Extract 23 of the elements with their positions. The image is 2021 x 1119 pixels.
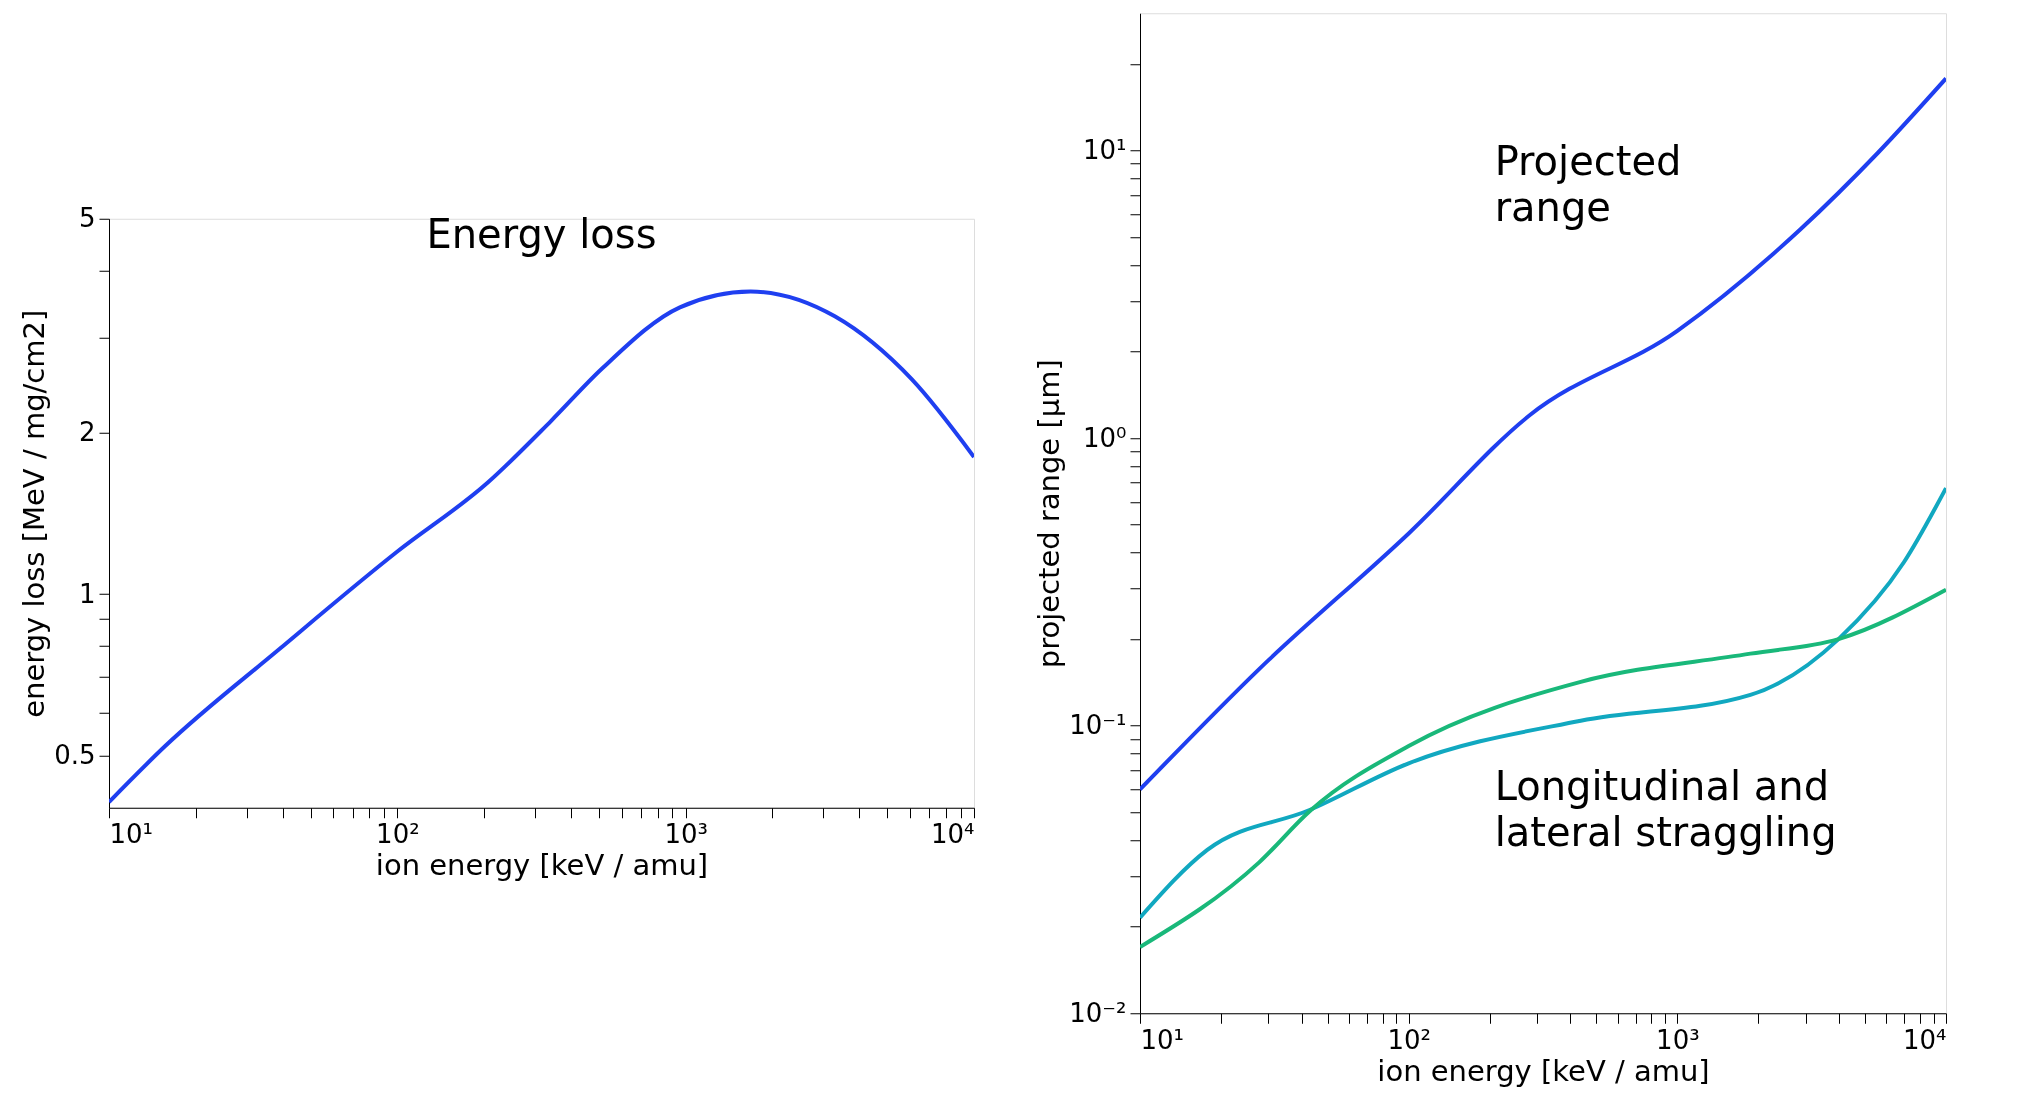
y-tick-label: 10⁰ (1082, 422, 1127, 453)
x-tick-label: 10⁴ (1902, 1024, 1947, 1055)
x-axis-title: ion energy [keV / amu] (1377, 1053, 1710, 1088)
x-axis-title: ion energy [keV / amu] (375, 848, 709, 883)
y-tick-label: 0.5 (54, 740, 96, 771)
y-tick-label: 2 (78, 416, 96, 447)
annotation: Longitudinal and lateral straggling (1494, 763, 1837, 856)
x-tick-label: 10¹ (1140, 1024, 1185, 1055)
x-tick-label: 10³ (1656, 1024, 1700, 1055)
x-tick-label: 10³ (664, 819, 708, 850)
y-tick-label: 10¹ (1082, 134, 1127, 165)
x-tick-label: 10¹ (109, 819, 154, 850)
y-tick-label: 5 (78, 203, 96, 234)
annotation: Projected range (1494, 138, 1682, 231)
y-tick-label: 1 (78, 578, 96, 609)
x-tick-label: 10⁴ (930, 819, 975, 850)
x-tick-label: 10² (376, 819, 420, 850)
y-axis-title: energy loss [MeV / mg/cm2] (17, 309, 52, 718)
y-tick-label: 10⁻² (1069, 997, 1127, 1028)
y-axis-title: projected range [μm] (1032, 359, 1067, 669)
chart-title: Energy loss (426, 210, 657, 257)
y-tick-label: 10⁻¹ (1069, 710, 1127, 741)
x-tick-label: 10² (1387, 1024, 1431, 1055)
